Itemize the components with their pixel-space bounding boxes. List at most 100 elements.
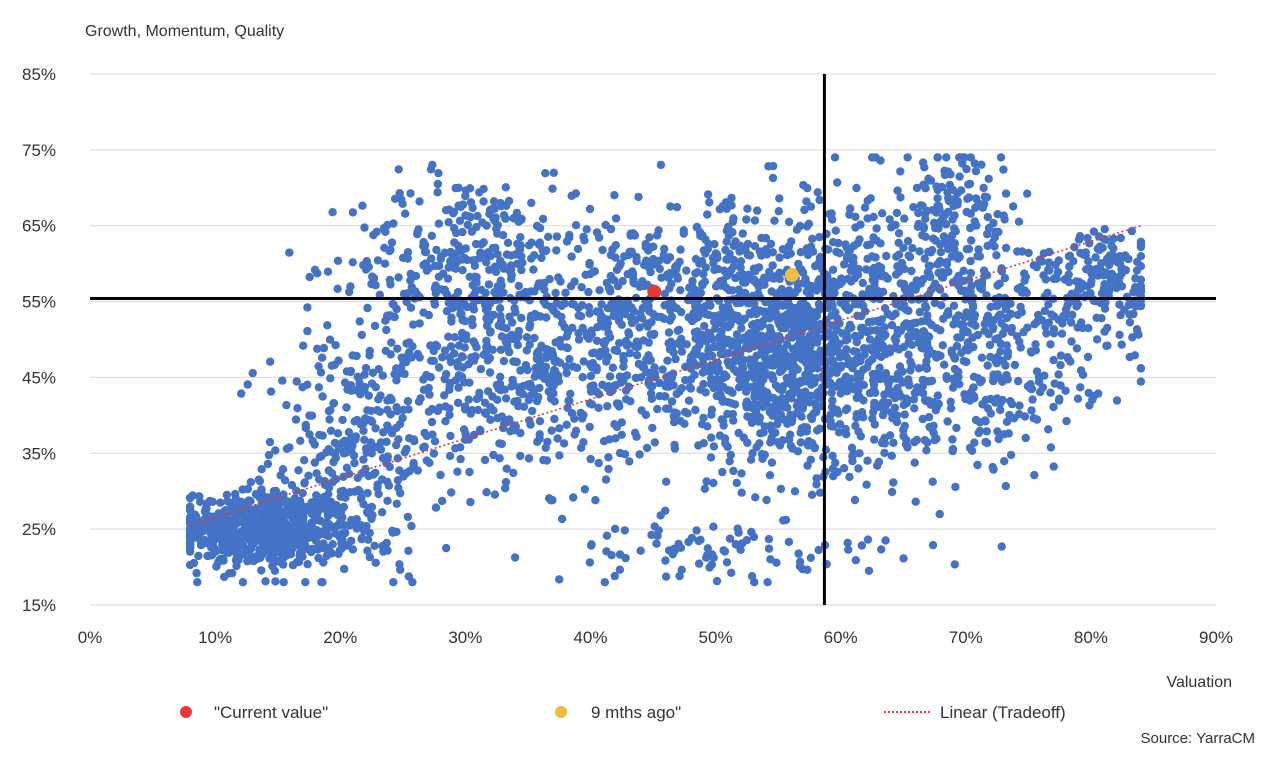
scatter-point [1059,311,1068,321]
scatter-point [612,346,622,356]
scatter-point [585,309,594,318]
scatter-point [486,403,495,412]
scatter-point [535,417,545,426]
scatter-point [431,340,440,349]
scatter-point [502,201,511,210]
scatter-point [271,512,281,522]
scatter-point [656,160,666,170]
scatter-point [896,326,906,335]
scatter-point [315,527,324,536]
scatter-point [323,267,333,276]
scatter-point [1008,202,1018,211]
scatter-point [287,505,296,514]
scatter-point [899,342,909,352]
scatter-point [950,560,959,569]
scatter-point [380,259,390,268]
scatter-point [806,242,816,251]
scatter-point [1056,351,1066,360]
scatter-point [894,229,904,238]
scatter-point [667,397,677,406]
scatter-point [1073,394,1083,403]
scatter-point [327,361,336,370]
scatter-point [985,340,995,350]
scatter-point [605,372,615,381]
scatter-point [463,220,472,230]
scatter-point [917,317,927,326]
scatter-point [594,458,603,468]
scatter-point [989,376,998,386]
scatter-point [1006,309,1016,319]
scatter-point [534,392,543,402]
scatter-point [720,308,729,318]
scatter-point [812,474,821,483]
scatter-point [789,356,798,365]
scatter-point [480,455,490,465]
scatter-point [243,380,252,389]
scatter-point [853,239,862,248]
scatter-point [847,266,857,275]
scatter-point [727,358,736,368]
scatter-point [525,382,534,392]
scatter-point [528,406,537,416]
scatter-point [192,568,201,578]
scatter-point [350,519,360,528]
scatter-point [403,248,413,257]
scatter-point [349,451,359,460]
scatter-point [548,350,558,359]
x-tick-label: 20% [323,628,357,647]
scatter-point [472,394,482,404]
scatter-point [619,356,628,365]
scatter-point [395,189,404,198]
scatter-point [941,219,950,228]
scatter-point [1072,344,1082,353]
scatter-point [803,565,812,574]
scatter-point [1049,355,1058,365]
x-axis-title: Valuation [1166,674,1232,691]
scatter-point [743,204,752,213]
scatter-point [280,552,289,562]
scatter-point [285,248,294,257]
scatter-point [350,487,359,496]
scatter-point [585,260,594,269]
scatter-point [966,223,975,233]
scatter-point [768,261,777,270]
scatter-point [502,324,511,333]
scatter-point [319,492,328,502]
scatter-point [1046,340,1055,349]
scatter-point [784,391,794,400]
scatter-point [768,248,777,257]
scatter-point [660,244,669,253]
scatter-point [527,238,536,247]
scatter-point [222,490,232,500]
scatter-point [747,418,757,427]
scatter-point [664,328,674,337]
scatter-point [561,288,570,297]
scatter-point [779,516,788,525]
scatter-point [270,566,280,575]
scatter-point [453,467,462,476]
scatter-point [867,252,877,261]
scatter-point [813,364,822,373]
scatter-point [611,298,620,307]
scatter-point [826,410,835,419]
scatter-point [663,356,672,365]
scatter-point [944,167,953,176]
scatter-point [1097,314,1106,323]
scatter-point [427,254,436,263]
scatter-point [584,287,593,297]
scatter-point [983,404,993,413]
scatter-point [924,247,933,256]
scatter-point [815,275,824,285]
scatter-point [736,257,746,266]
scatter-point [287,498,296,508]
scatter-point [522,333,532,342]
scatter-point [1068,310,1077,319]
scatter-point [373,483,382,493]
scatter-point [348,258,357,267]
scatter-point [793,365,802,374]
scatter-point [859,380,868,390]
scatter-point [851,223,860,232]
y-tick-label: 55% [22,293,56,312]
scatter-point [501,484,510,493]
scatter-point [236,550,246,560]
